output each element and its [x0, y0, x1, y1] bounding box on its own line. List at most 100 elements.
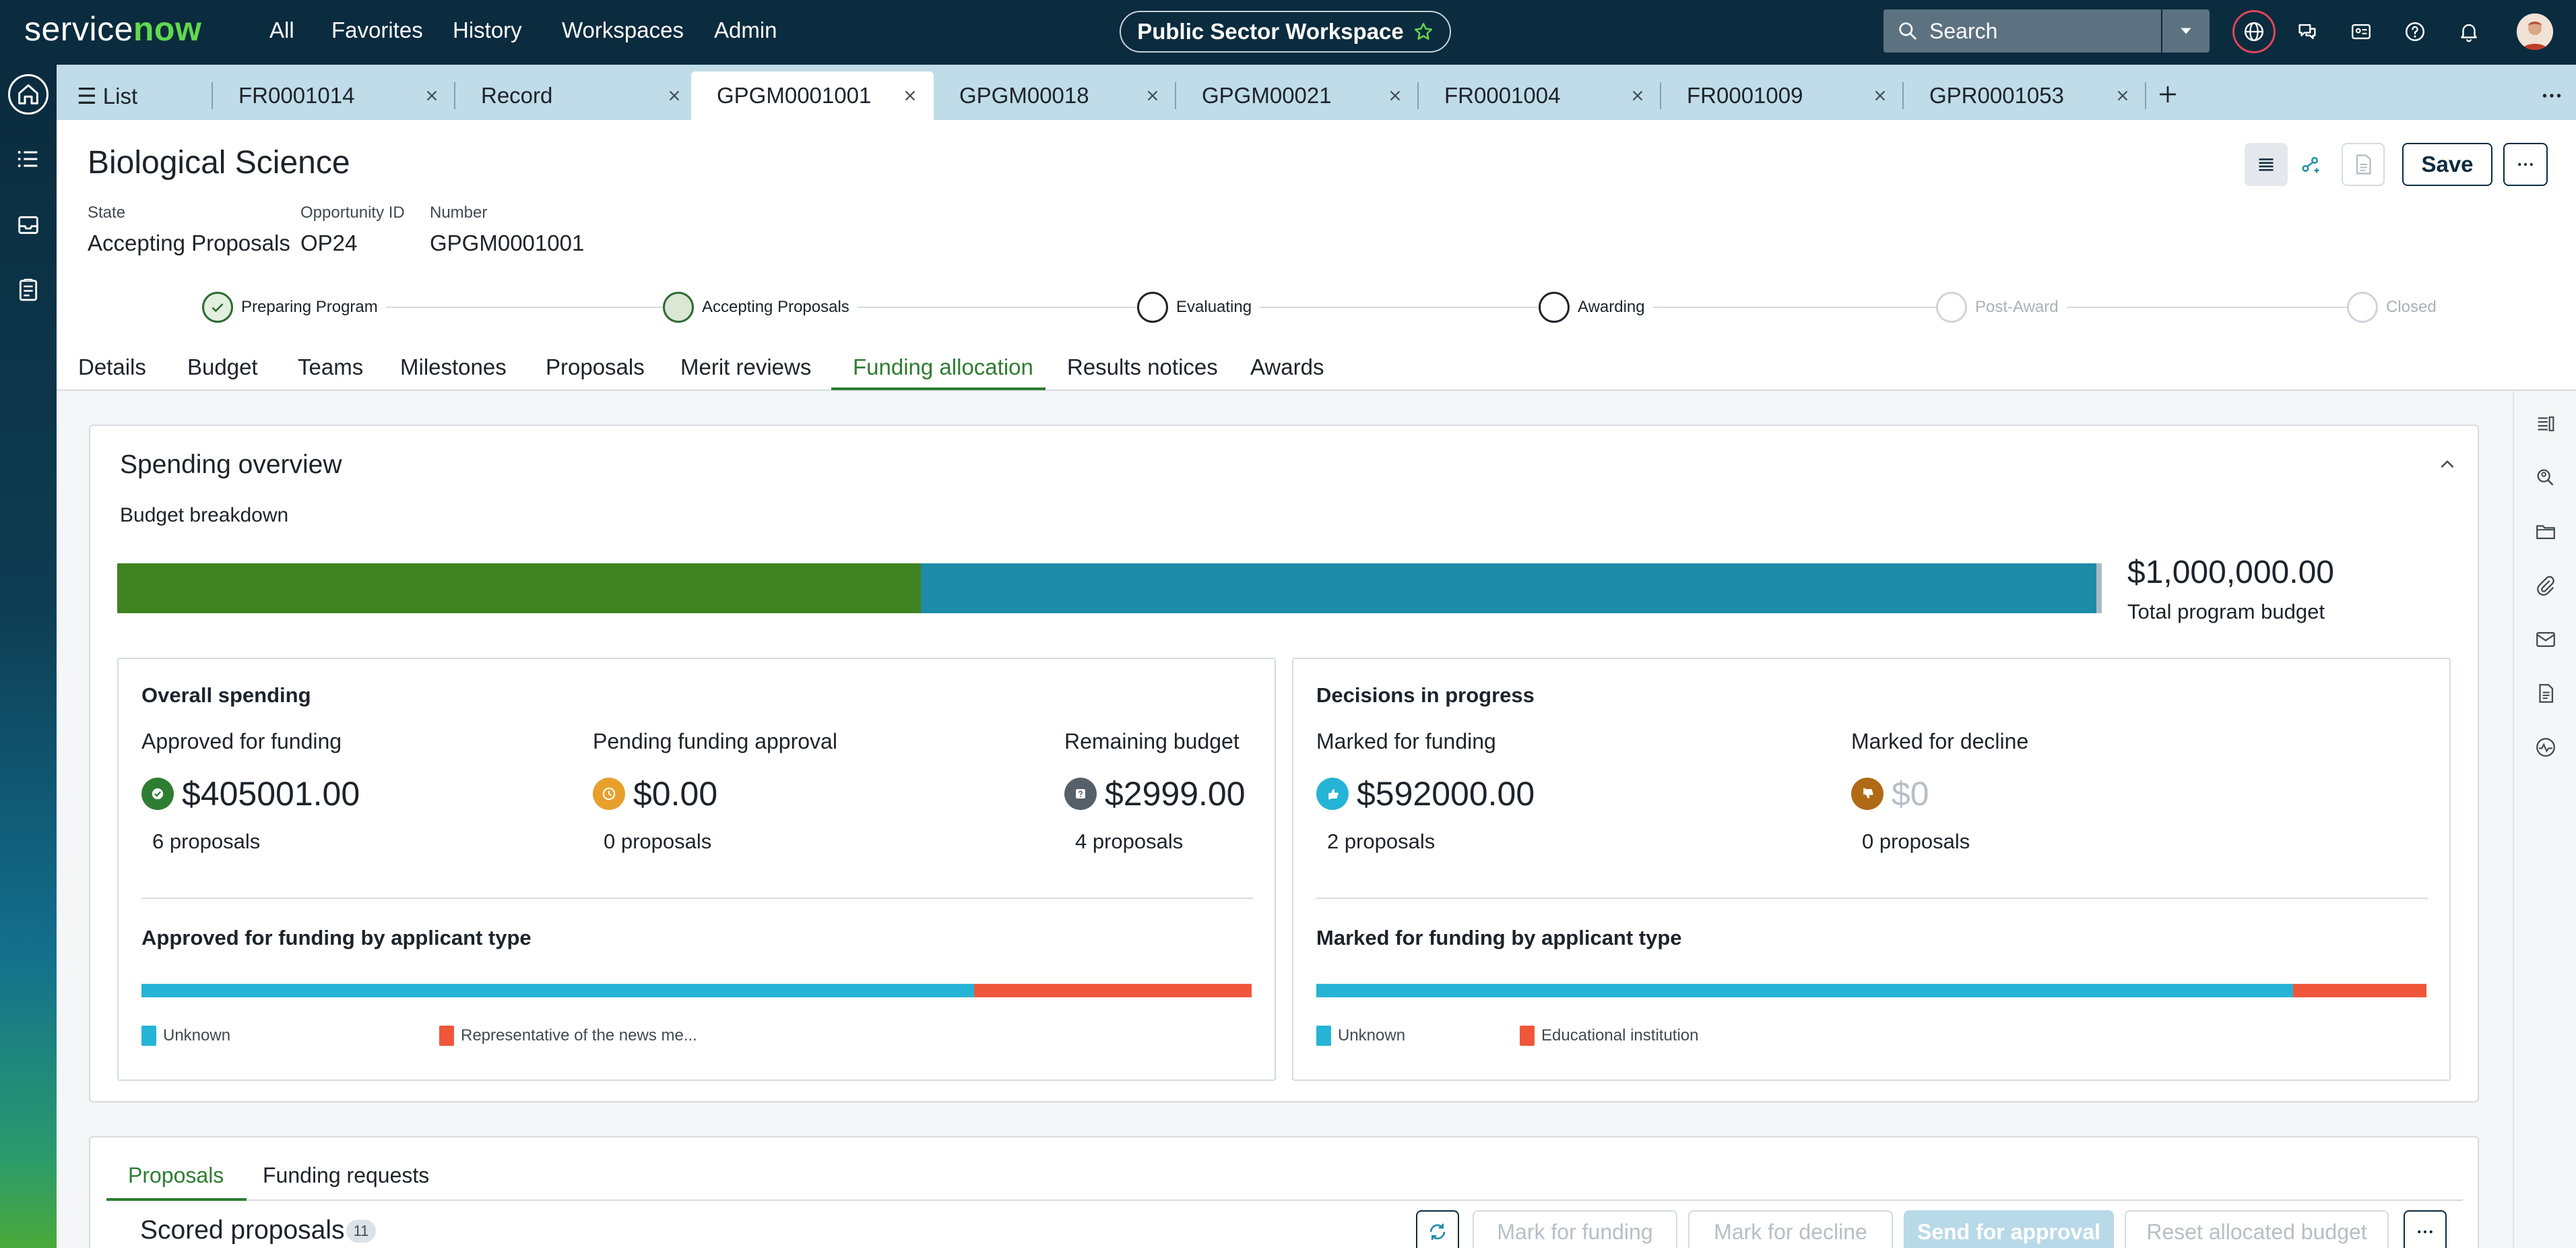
close-icon[interactable] — [901, 87, 919, 104]
user-avatar[interactable] — [2517, 13, 2553, 50]
close-icon[interactable] — [1871, 87, 1889, 104]
tab-fr0001009[interactable]: FR0001009 — [1661, 71, 1904, 120]
paperclip-icon[interactable] — [2534, 574, 2557, 597]
close-icon[interactable] — [666, 87, 683, 104]
tab-awards[interactable]: Awards — [1250, 354, 1324, 379]
email-icon[interactable] — [2534, 628, 2557, 651]
workspace-switcher[interactable]: Public Sector Workspace — [1120, 11, 1451, 53]
field-number: Number GPGM0001001 — [430, 204, 584, 256]
refresh-icon — [1429, 1223, 1446, 1241]
tab-proposals-list[interactable]: Proposals — [128, 1163, 224, 1187]
tab-proposals[interactable]: Proposals — [546, 354, 645, 379]
nav-history[interactable]: History — [453, 18, 522, 42]
nav-admin[interactable]: Admin — [714, 18, 777, 42]
list-view-button[interactable] — [2245, 143, 2288, 186]
divider — [1316, 898, 2428, 899]
stage-accepting-proposals: Accepting Proposals — [663, 291, 858, 323]
legend-item: Unknown — [1316, 1026, 1405, 1046]
servicenow-logo[interactable]: servicenow — [24, 10, 202, 48]
nav-workspaces[interactable]: Workspaces — [562, 18, 684, 42]
workspace-apps-button[interactable] — [2344, 15, 2378, 49]
avatar-image — [2517, 13, 2553, 50]
star-icon[interactable] — [1413, 22, 1434, 42]
help-button[interactable] — [2398, 15, 2432, 49]
tab-label: FR0001004 — [1444, 83, 1561, 108]
chevron-up-icon[interactable] — [2436, 453, 2459, 476]
nav-all[interactable]: All — [269, 18, 294, 42]
question-square-icon — [1064, 778, 1097, 810]
reset-allocated-budget-button[interactable]: Reset allocated budget — [2125, 1210, 2389, 1248]
tab-gpgm00018[interactable]: GPGM00018 — [934, 71, 1176, 120]
tab-gpgm0001001[interactable]: GPGM0001001 — [691, 71, 934, 120]
stage-marker — [663, 292, 694, 323]
tab-details[interactable]: Details — [78, 354, 146, 379]
menu-icon: ☰ — [77, 83, 103, 108]
tab-gpgm00021[interactable]: GPGM00021 — [1176, 71, 1419, 120]
tab-gpr0001053[interactable]: GPR0001053 — [1904, 71, 2146, 120]
tab-milestones[interactable]: Milestones — [400, 354, 507, 379]
close-icon[interactable] — [423, 87, 441, 104]
metric-marked-for-funding: Marked for funding $592000.00 2 proposal… — [1316, 729, 1535, 854]
global-search-input[interactable]: Search — [1883, 9, 2161, 53]
metric-approved: Approved for funding $405001.00 6 propos… — [141, 729, 360, 854]
close-icon[interactable] — [2114, 87, 2131, 104]
tab-list[interactable]: ☰ List — [62, 71, 213, 120]
overall-spending-title: Overall spending — [141, 683, 311, 707]
tab-separator — [1660, 82, 1661, 109]
metric-label: Marked for funding — [1316, 729, 1496, 753]
tab-results-notices[interactable]: Results notices — [1067, 354, 1218, 379]
tab-teams[interactable]: Teams — [298, 354, 364, 379]
legend-label: Educational institution — [1541, 1026, 1699, 1044]
sparkle-icon — [2302, 157, 2320, 174]
send-for-approval-button[interactable]: Send for approval — [1904, 1210, 2114, 1248]
budget-breakdown-label: Budget breakdown — [120, 504, 289, 526]
language-button[interactable] — [2232, 10, 2276, 53]
related-button[interactable] — [2289, 143, 2332, 186]
tab-merit-reviews[interactable]: Merit reviews — [680, 354, 812, 379]
stage-post-award: Post-Award — [1936, 291, 2067, 323]
field-opportunity-id: Opportunity ID OP24 — [300, 204, 405, 256]
more-actions-button[interactable] — [2404, 1210, 2447, 1248]
list-nav-button[interactable] — [9, 140, 47, 178]
more-actions-button[interactable] — [2503, 143, 2548, 186]
inbox-nav-button[interactable] — [9, 206, 47, 244]
document-button[interactable] — [2342, 143, 2385, 186]
stage-label: Accepting Proposals — [702, 298, 849, 316]
folder-icon[interactable] — [2534, 520, 2557, 543]
metric-pending: Pending funding approval $0.00 0 proposa… — [593, 729, 837, 854]
home-button[interactable] — [8, 74, 49, 115]
close-icon[interactable] — [1629, 87, 1646, 104]
tab-funding-allocation[interactable]: Funding allocation — [853, 354, 1033, 379]
chat-button[interactable] — [2290, 15, 2324, 49]
add-tab-icon[interactable] — [2156, 82, 2180, 106]
check-circle-icon — [141, 778, 174, 810]
field-label: Number — [430, 204, 488, 222]
proposals-card: Proposals Funding requests Scored propos… — [89, 1136, 2479, 1248]
search-person-icon[interactable] — [2534, 466, 2557, 489]
right-sidebar — [2513, 391, 2576, 1248]
tab-budget[interactable]: Budget — [187, 354, 258, 379]
mark-for-decline-button[interactable]: Mark for decline — [1688, 1210, 1893, 1248]
tab-record[interactable]: Record — [455, 71, 698, 120]
search-scope-dropdown[interactable] — [2162, 9, 2210, 53]
tab-fr0001004[interactable]: FR0001004 — [1419, 71, 1661, 120]
tab-separator — [2145, 82, 2146, 109]
record-tabs: Details Budget Teams Milestones Proposal… — [57, 346, 2576, 391]
stage-awarding: Awarding — [1539, 291, 1653, 323]
save-button[interactable]: Save — [2402, 143, 2492, 186]
document-list-icon[interactable] — [2534, 682, 2557, 705]
nav-favorites[interactable]: Favorites — [331, 18, 423, 42]
more-tabs-icon[interactable] — [2540, 84, 2564, 108]
tab-label: FR0001009 — [1687, 83, 1803, 108]
check-icon — [212, 303, 224, 313]
details-panel-icon[interactable] — [2534, 412, 2557, 435]
tab-funding-requests[interactable]: Funding requests — [263, 1163, 430, 1187]
clipboard-nav-button[interactable] — [9, 271, 47, 309]
mark-for-funding-button[interactable]: Mark for funding — [1473, 1210, 1677, 1248]
notifications-button[interactable] — [2452, 15, 2486, 49]
activity-icon[interactable] — [2534, 736, 2557, 759]
tab-fr0001014[interactable]: FR0001014 — [213, 71, 455, 120]
close-icon[interactable] — [1386, 87, 1404, 104]
refresh-button[interactable] — [1416, 1210, 1459, 1248]
close-icon[interactable] — [1144, 87, 1161, 104]
